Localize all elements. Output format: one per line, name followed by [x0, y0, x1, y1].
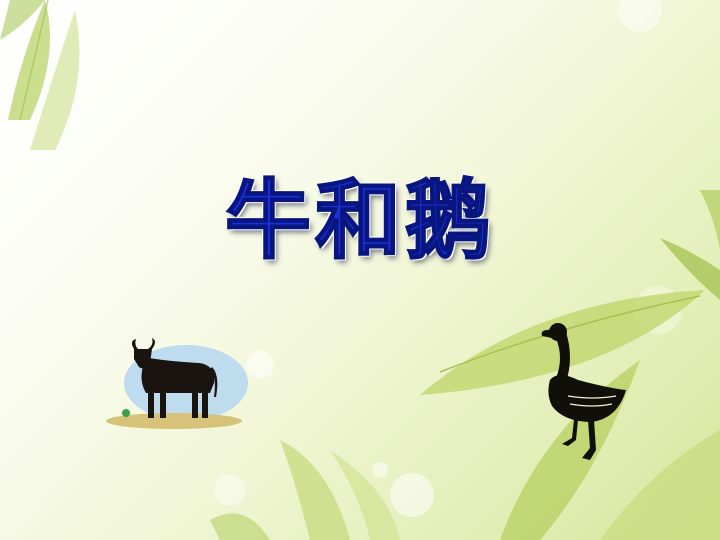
leaf-right: [700, 190, 720, 250]
ox-silhouette: [131, 338, 218, 418]
leaf-bottom-left: [210, 513, 270, 540]
leaf-bottom-left: [280, 440, 350, 540]
ox-image: [106, 338, 248, 429]
bokeh-circle: [214, 474, 246, 506]
leaf-right: [660, 238, 720, 300]
bokeh-circle: [246, 351, 274, 379]
bokeh-circle: [618, 0, 662, 32]
bokeh-circle: [390, 473, 434, 517]
leaf-top-left: [0, 0, 45, 40]
bokeh-circle: [372, 462, 388, 478]
slide-title: 牛和鹅: [224, 171, 495, 271]
goose-image: [541, 323, 626, 460]
leaf-stem: [19, 0, 49, 121]
small-animal: [122, 409, 130, 417]
leaf-top-left: [30, 10, 80, 150]
leaf-bottom-left: [330, 450, 400, 540]
goose-silhouette: [541, 323, 626, 460]
leaf-right: [600, 430, 720, 540]
leaf-top-left: [8, 0, 50, 120]
